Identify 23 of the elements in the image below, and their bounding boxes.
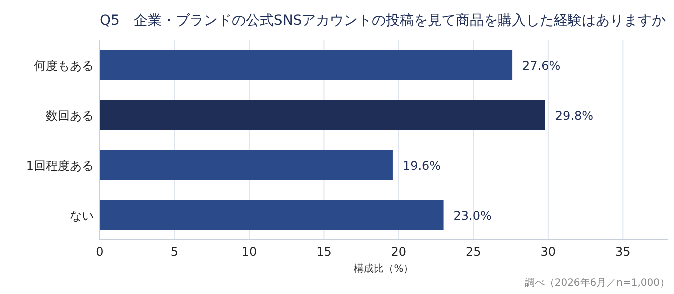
- x-tick-label: 30: [540, 245, 556, 259]
- bar: [100, 150, 393, 180]
- x-tick-label: 25: [466, 245, 482, 259]
- bar: [100, 100, 546, 130]
- x-tick-label: 20: [391, 245, 407, 259]
- y-tick-label: 数回ある: [46, 109, 94, 123]
- chart-title: Q5 企業・ブランドの公式SNSアカウントの投稿を見て商品を購入した経験はありますか: [100, 13, 666, 29]
- bar: [100, 50, 513, 80]
- x-tick-label: 5: [170, 245, 179, 259]
- x-tick-label: 10: [242, 245, 258, 259]
- x-tick-label: 15: [316, 245, 332, 259]
- y-tick-label: 何度もある: [34, 59, 94, 73]
- y-tick-label: 1回程度ある: [26, 159, 94, 173]
- x-axis-title: 構成比（%）: [354, 263, 414, 275]
- x-tick-label: 0: [96, 245, 104, 259]
- data-label: 19.6%: [402, 159, 442, 173]
- data-label: 23.0%: [454, 209, 492, 223]
- data-label: 29.8%: [555, 109, 594, 123]
- text: 調べ（2026年6月／n=1,000）: [524, 277, 670, 289]
- bar: [100, 200, 444, 230]
- x-tick-label: 35: [616, 245, 631, 259]
- data-label: 27.6%: [522, 59, 561, 73]
- y-tick-label: ない: [70, 209, 94, 223]
